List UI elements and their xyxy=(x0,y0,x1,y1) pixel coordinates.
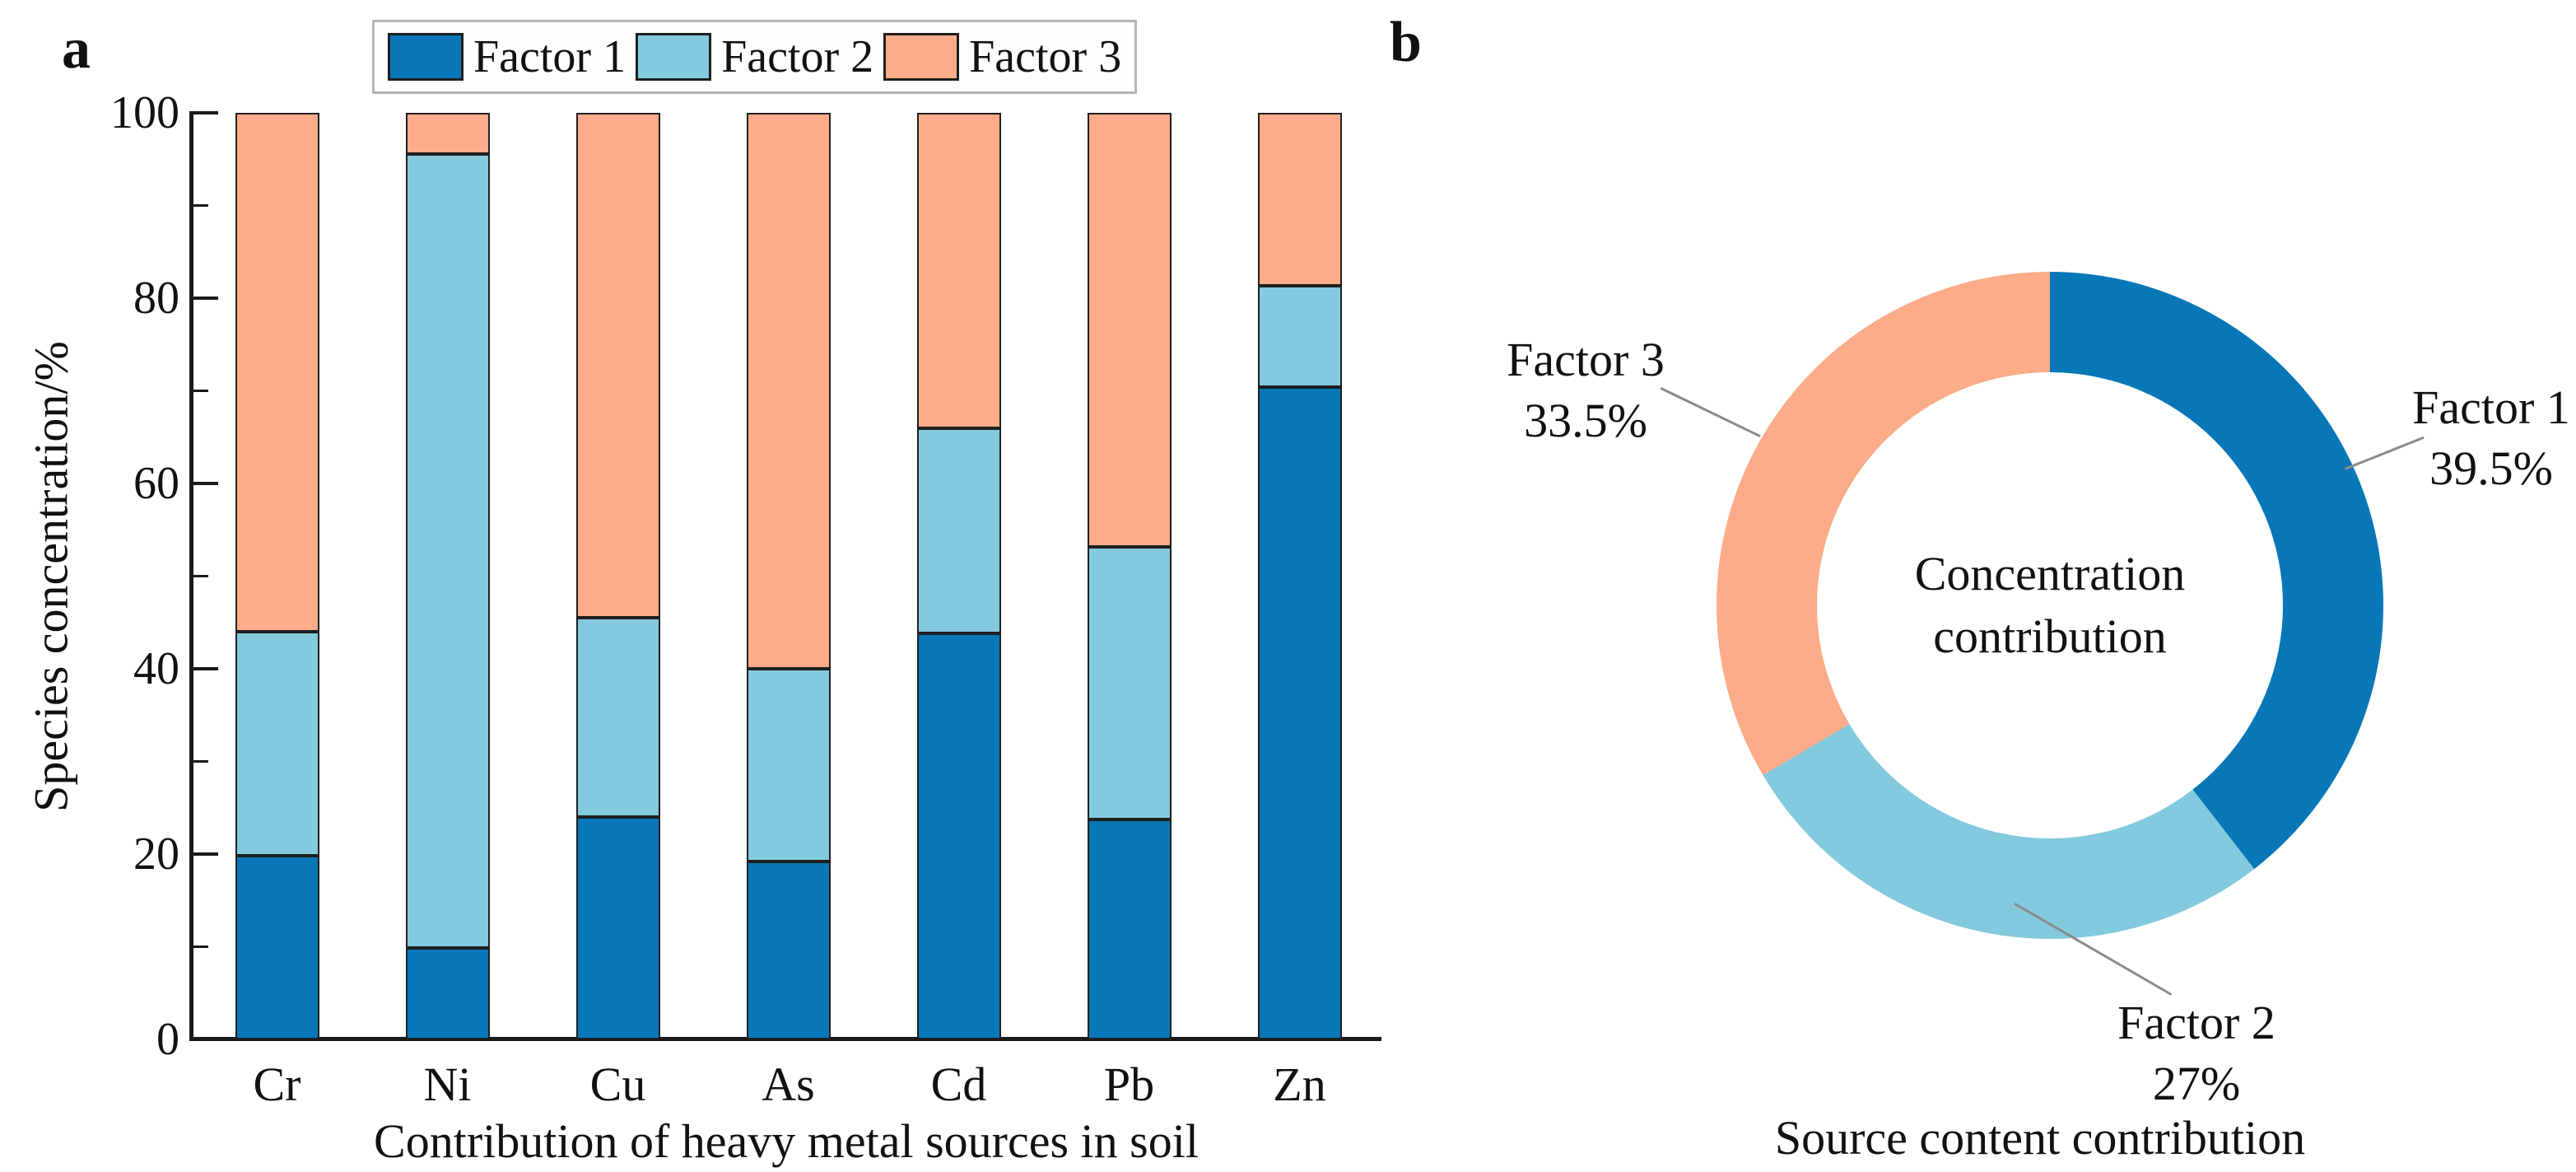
donut-center-line1: Concentration xyxy=(1914,547,2186,600)
legend-swatch xyxy=(636,33,712,81)
bar-segment-Pb-factor-1 xyxy=(1087,819,1172,1039)
y-major-tick xyxy=(193,297,218,300)
bar-segment-Cd-factor-2 xyxy=(916,427,1001,634)
y-tick-label: 0 xyxy=(156,1014,179,1065)
bar-segment-Cd-factor-1 xyxy=(916,633,1001,1039)
slice-label-factor-2-name: Factor 2 xyxy=(2117,996,2276,1049)
bar-segment-As-factor-3 xyxy=(746,113,831,669)
y-tick-label: 60 xyxy=(133,458,179,509)
bar-segment-Zn-factor-2 xyxy=(1257,286,1342,387)
donut-chart: Concentration contribution xyxy=(1717,272,2383,939)
y-tick-label: 20 xyxy=(133,829,179,880)
y-minor-tick xyxy=(193,759,208,763)
bar-segment-Cd-factor-3 xyxy=(916,113,1001,428)
bar-segment-Cr-factor-2 xyxy=(235,632,319,857)
chart-legend: Factor 1 Factor 2 Factor 3 xyxy=(372,20,1138,94)
bar-segment-As-factor-2 xyxy=(746,669,831,861)
bar-segment-Pb-factor-2 xyxy=(1087,546,1172,820)
y-tick-label: 100 xyxy=(110,87,179,138)
x-category-label-Cr: Cr xyxy=(253,1058,301,1111)
donut-hole xyxy=(1817,372,2283,838)
bar-segment-Zn-factor-3 xyxy=(1257,113,1342,287)
bar-segment-Ni-factor-2 xyxy=(405,153,490,948)
slice-label-factor-3-pct: 33.5% xyxy=(1524,394,1647,447)
y-axis-title: Species concentration/% xyxy=(24,341,78,812)
slice-label-factor-3: Factor 3 33.5% xyxy=(1446,329,1726,451)
x-category-label-Pb: Pb xyxy=(1103,1058,1155,1111)
slice-label-factor-1-name: Factor 1 xyxy=(2412,381,2570,434)
panel-a-label: a xyxy=(62,17,91,81)
bar-segment-Cu-factor-1 xyxy=(575,817,660,1039)
x-category-label-Zn: Zn xyxy=(1273,1058,1326,1111)
legend-label: Factor 2 xyxy=(721,31,874,82)
x-category-label-Cu: Cu xyxy=(589,1058,646,1111)
y-minor-tick xyxy=(193,203,208,207)
panel-b-label: b xyxy=(1390,11,1422,74)
slice-label-factor-2: Factor 2 27% xyxy=(2057,992,2336,1114)
legend-item-factor-3: Factor 3 xyxy=(883,30,1121,83)
y-tick-label: 80 xyxy=(133,273,179,324)
x-category-label-Cd: Cd xyxy=(930,1058,987,1111)
slice-label-factor-1-pct: 39.5% xyxy=(2429,441,2553,495)
legend-label: Factor 1 xyxy=(473,31,627,82)
bar-segment-Ni-factor-3 xyxy=(405,113,490,154)
y-major-tick xyxy=(193,852,218,856)
slice-label-factor-3-name: Factor 3 xyxy=(1507,333,1665,386)
y-tick-label: 40 xyxy=(133,643,179,694)
y-major-tick xyxy=(193,1038,218,1041)
y-minor-tick xyxy=(193,389,208,392)
bar-segment-Cr-factor-3 xyxy=(235,113,319,632)
legend-item-factor-2: Factor 2 xyxy=(636,30,873,83)
y-major-tick xyxy=(193,111,218,114)
bar-segment-Pb-factor-3 xyxy=(1087,113,1172,547)
legend-item-factor-1: Factor 1 xyxy=(388,30,626,83)
legend-swatch xyxy=(388,33,463,81)
y-minor-tick xyxy=(193,574,208,577)
y-major-tick xyxy=(193,482,218,485)
bar-segment-Cu-factor-2 xyxy=(575,618,660,817)
donut-center-label: Concentration contribution xyxy=(1717,272,2383,939)
bar-segment-Ni-factor-1 xyxy=(405,947,490,1039)
y-minor-tick xyxy=(193,945,208,948)
bar-segment-Zn-factor-1 xyxy=(1257,387,1342,1039)
x-axis-title: Contribution of heavy metal sources in s… xyxy=(374,1114,1199,1168)
x-category-label-As: As xyxy=(762,1058,815,1111)
donut-center-line2: contribution xyxy=(1933,609,2167,663)
legend-swatch xyxy=(883,33,960,81)
bar-segment-As-factor-1 xyxy=(746,861,831,1039)
slice-label-factor-2-pct: 27% xyxy=(2152,1057,2241,1110)
y-major-tick xyxy=(193,667,218,670)
donut-caption: Source content contribution xyxy=(1774,1111,2306,1165)
slice-label-factor-1: Factor 1 39.5% xyxy=(2351,377,2576,499)
y-axis-line xyxy=(189,111,193,1041)
legend-label: Factor 3 xyxy=(969,31,1122,82)
bar-segment-Cu-factor-3 xyxy=(575,113,660,619)
x-category-label-Ni: Ni xyxy=(423,1058,472,1111)
bar-segment-Cr-factor-1 xyxy=(235,856,319,1039)
